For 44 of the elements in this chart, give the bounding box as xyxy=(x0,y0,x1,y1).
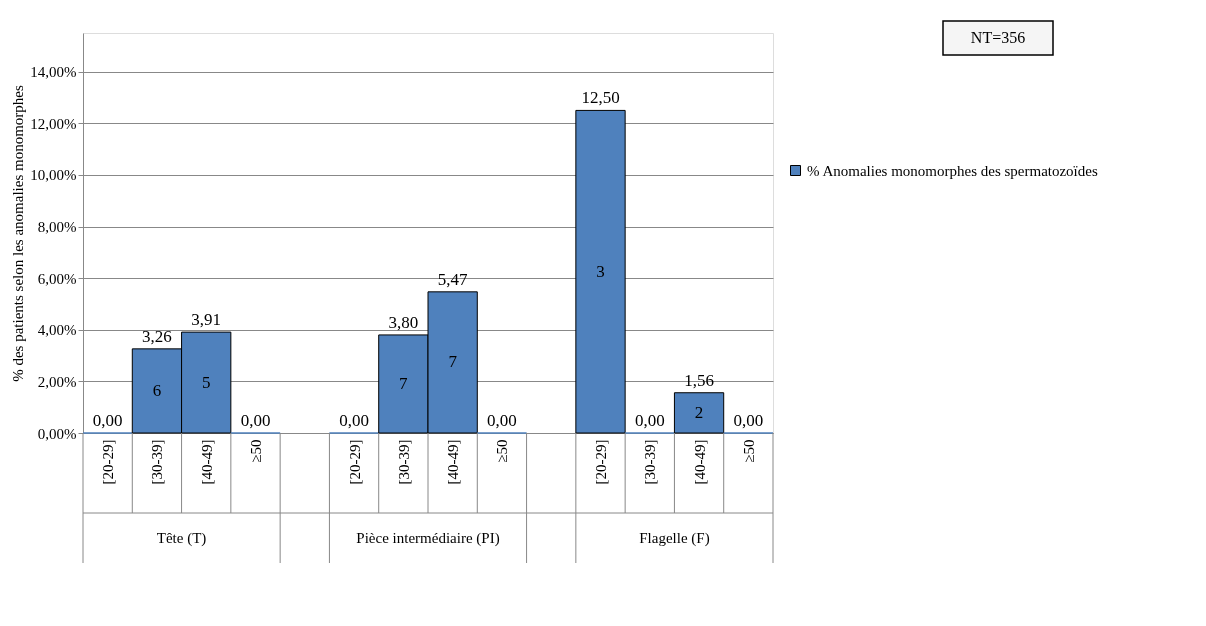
data-label: 12,50 xyxy=(581,88,620,108)
data-label: 3,91 xyxy=(191,310,222,330)
y-tick-label: 14,00% xyxy=(30,64,77,81)
y-tick-label: 4,00% xyxy=(37,322,77,339)
text: NT=356 xyxy=(970,29,1026,46)
y-tick-label: 8,00% xyxy=(37,219,77,236)
x-tick-label: [30-39] xyxy=(642,439,659,485)
x-tick-label: [20-29] xyxy=(100,439,117,485)
x-tick-label: [20-29] xyxy=(593,439,609,485)
x-tick-label: [30-39] xyxy=(395,439,412,485)
annotation: 6 xyxy=(152,380,162,400)
annotation: 7 xyxy=(448,352,458,372)
annotation: 7 xyxy=(399,373,409,393)
text: Tête (T) xyxy=(156,530,207,547)
annotation: 2 xyxy=(694,402,704,422)
x-tick-label: ≥50 xyxy=(494,439,511,463)
data-label: 0,00 xyxy=(733,411,764,430)
text: Pièce intermédiaire (PI) xyxy=(356,530,500,547)
data-label: 0,00 xyxy=(487,411,517,430)
x-tick-label: ≥50 xyxy=(248,439,264,463)
data-label: 3,80 xyxy=(388,312,419,332)
data-label: 0,00 xyxy=(92,411,123,430)
data-label: 5,47 xyxy=(437,269,469,289)
y-tick-label: 10,00% xyxy=(30,167,77,184)
x-tick-label: [40-49] xyxy=(198,439,215,485)
y-tick-label: 2,00% xyxy=(37,373,77,390)
y-tick-label: 6,00% xyxy=(37,270,77,287)
x-tick-label: [40-49] xyxy=(691,439,708,485)
x-tick-label: [20-29] xyxy=(346,439,363,485)
data-label: 3,26 xyxy=(142,326,172,346)
data-label: 1,56 xyxy=(684,370,714,390)
data-label: 0,00 xyxy=(240,411,271,430)
x-tick-label: [30-39] xyxy=(149,439,166,485)
annotation: 3 xyxy=(596,261,605,281)
x-tick-label: [40-49] xyxy=(445,439,462,485)
data-label: 0,00 xyxy=(634,411,665,430)
y-axis-title: % des patients selon les anomalies monomorphes xyxy=(10,85,27,382)
x-tick-label: ≥50 xyxy=(740,439,757,463)
legend-label: % Anomalies monomorphes des spermatozoïdes xyxy=(807,162,1098,179)
text: Flagelle (F) xyxy=(639,530,710,547)
data-label: 0,00 xyxy=(339,411,369,430)
y-tick-label: 12,00% xyxy=(30,115,77,132)
annotation: 5 xyxy=(201,372,211,392)
y-tick-label: 0,00% xyxy=(37,425,77,442)
